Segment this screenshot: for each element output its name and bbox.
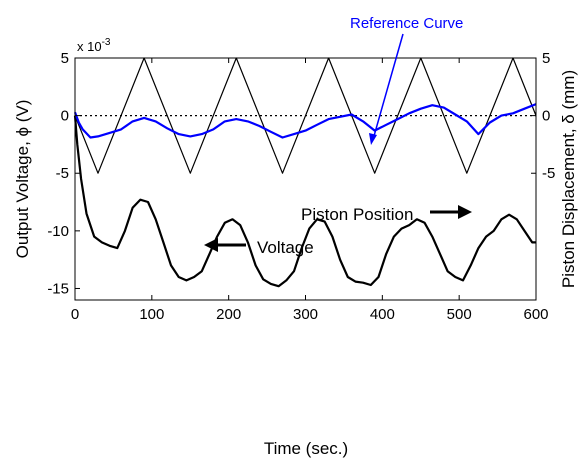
x-tick-label: 0 [71,306,79,323]
annotation-voltage: Voltage [204,238,314,257]
plot-frame [74,57,537,301]
y-left-tick-label: 5 [61,50,69,67]
y-axis-right-label: Piston Displacement, δ (mm) [559,70,578,288]
exponent-power: -3 [102,37,111,48]
x-tick-label: 200 [216,306,241,323]
series-line-reference-curve [73,103,537,139]
piston-position-label: Piston Position [301,205,413,224]
y-left-tick-label: -15 [47,280,69,297]
y-left-tick-label: -5 [56,165,69,182]
x-tick-label: 400 [370,306,395,323]
y-right-tick-label: 5 [542,50,550,67]
reference-curve-arrow-line [373,33,404,137]
x-tick-label: 100 [139,306,164,323]
series-line-piston-position [74,57,537,174]
voltage-label: Voltage [257,238,314,257]
series-line-voltage [73,115,536,288]
y-right-tick-label: -5 [542,165,555,182]
y-axis-left-label: Output Voltage, ϕ (V) [13,100,32,259]
x-axis-label: Time (sec.) [264,439,348,458]
plot-marks [73,57,537,288]
x-tick-label: 600 [523,306,548,323]
reference-curve-arrow-head [369,133,377,145]
tick-marks [74,57,537,300]
annotation-piston-position: Piston Position [301,205,472,224]
x-tick-label: 500 [447,306,472,323]
y-left-tick-label: -10 [47,223,69,240]
piston-position-arrow-head [458,205,472,219]
tick-labels: 0 100 200 300 400 500 600 5 0 -5 -10 -15 5 0 -5 [47,50,555,323]
exponent-label: x 10-3 [77,37,111,54]
voltage-arrow-head [204,238,218,252]
annotation-reference-curve: Reference Curve [350,15,463,145]
y-left-tick-label: 0 [61,108,69,125]
y-right-tick-label: 0 [542,108,550,125]
x-tick-label: 300 [293,306,318,323]
reference-curve-label: Reference Curve [350,15,463,32]
